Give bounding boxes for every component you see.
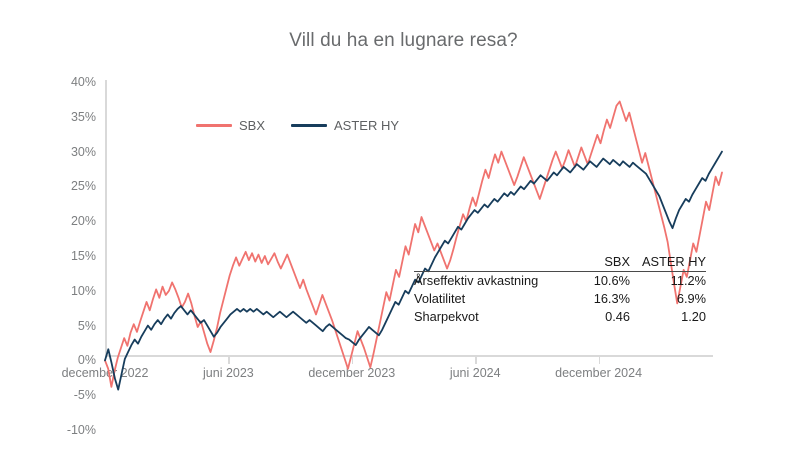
- stats-value-sharpe-aster: 1.20: [681, 309, 706, 324]
- y-axis-tick-label: 10%: [70, 283, 96, 298]
- table-row: Volatilitet 16.3% 6.9%: [414, 290, 706, 308]
- y-axis-tick-label: 35%: [70, 109, 96, 124]
- x-axis-tick-label: juni 2023: [203, 366, 254, 380]
- stats-header-blank: [414, 252, 564, 272]
- table-row: Sharpekvot 0.46 1.20: [414, 308, 706, 326]
- x-axis-tick-label: december 2024: [555, 366, 643, 380]
- x-axis-tick-mark: [598, 355, 601, 364]
- stats-value-return-sbx: 10.6%: [593, 273, 630, 288]
- legend-item-aster[interactable]: ASTER HY: [291, 118, 399, 133]
- x-axis-tick-mark: [351, 355, 354, 364]
- legend-label-sbx: SBX: [239, 118, 266, 133]
- y-axis-tick-labels: 40% 35% 30% 25% 20% 15% 10% 5% 0% -5% -10%: [52, 0, 96, 454]
- stats-value-volatility-sbx: 16.3%: [593, 291, 630, 306]
- x-axis-tick-label: juni 2024: [449, 366, 501, 380]
- stats-value-return-aster: 11.2%: [670, 273, 706, 288]
- table-row: Årseffektiv avkastning 10.6% 11.2%: [414, 271, 706, 290]
- y-axis-tick-label: -5%: [73, 388, 96, 403]
- y-axis-tick-label: 30%: [70, 144, 96, 159]
- x-axis-tick-label: december 2023: [308, 366, 396, 380]
- y-axis-tick-label: 25%: [70, 179, 96, 194]
- stats-table: SBX ASTER HY Årseffektiv avkastning 10.6…: [414, 252, 706, 326]
- y-axis-line: [105, 80, 107, 355]
- stats-header-aster: ASTER HY: [630, 252, 706, 272]
- stats-value-volatility-aster: 6.9%: [676, 291, 706, 306]
- chart-legend: SBX ASTER HY: [196, 118, 399, 133]
- x-axis-tick-label: december 2022: [61, 366, 149, 380]
- legend-label-aster: ASTER HY: [334, 118, 400, 133]
- y-axis-tick-label: 40%: [70, 75, 96, 89]
- series-line-sbx: [104, 100, 723, 388]
- stats-row-label-volatility: Volatilitet: [414, 291, 466, 306]
- y-axis-tick-label: 5%: [77, 318, 96, 333]
- legend-item-sbx[interactable]: SBX: [196, 118, 265, 133]
- y-axis-tick-label: -10%: [66, 423, 96, 437]
- legend-swatch-sbx: [196, 124, 232, 127]
- series-line-aster-hy: [104, 150, 723, 391]
- y-axis-tick-label: 15%: [70, 249, 96, 263]
- stats-row-label-sharpe: Sharpekvot: [414, 309, 479, 324]
- y-axis-tick-label: 0%: [77, 353, 96, 368]
- stats-table-header-row: SBX ASTER HY: [414, 252, 706, 272]
- x-axis-tick-mark: [228, 355, 230, 364]
- x-axis-line: [105, 355, 713, 357]
- legend-swatch-aster: [291, 124, 328, 127]
- stats-header-sbx: SBX: [564, 252, 630, 272]
- stats-value-sharpe-sbx: 0.46: [605, 309, 630, 324]
- chart-title: Vill du ha en lugnare resa?: [289, 30, 518, 51]
- stats-row-label-return: Årseffektiv avkastning: [414, 273, 539, 288]
- x-axis-tick-mark: [475, 355, 477, 364]
- y-axis-tick-label: 20%: [70, 214, 96, 229]
